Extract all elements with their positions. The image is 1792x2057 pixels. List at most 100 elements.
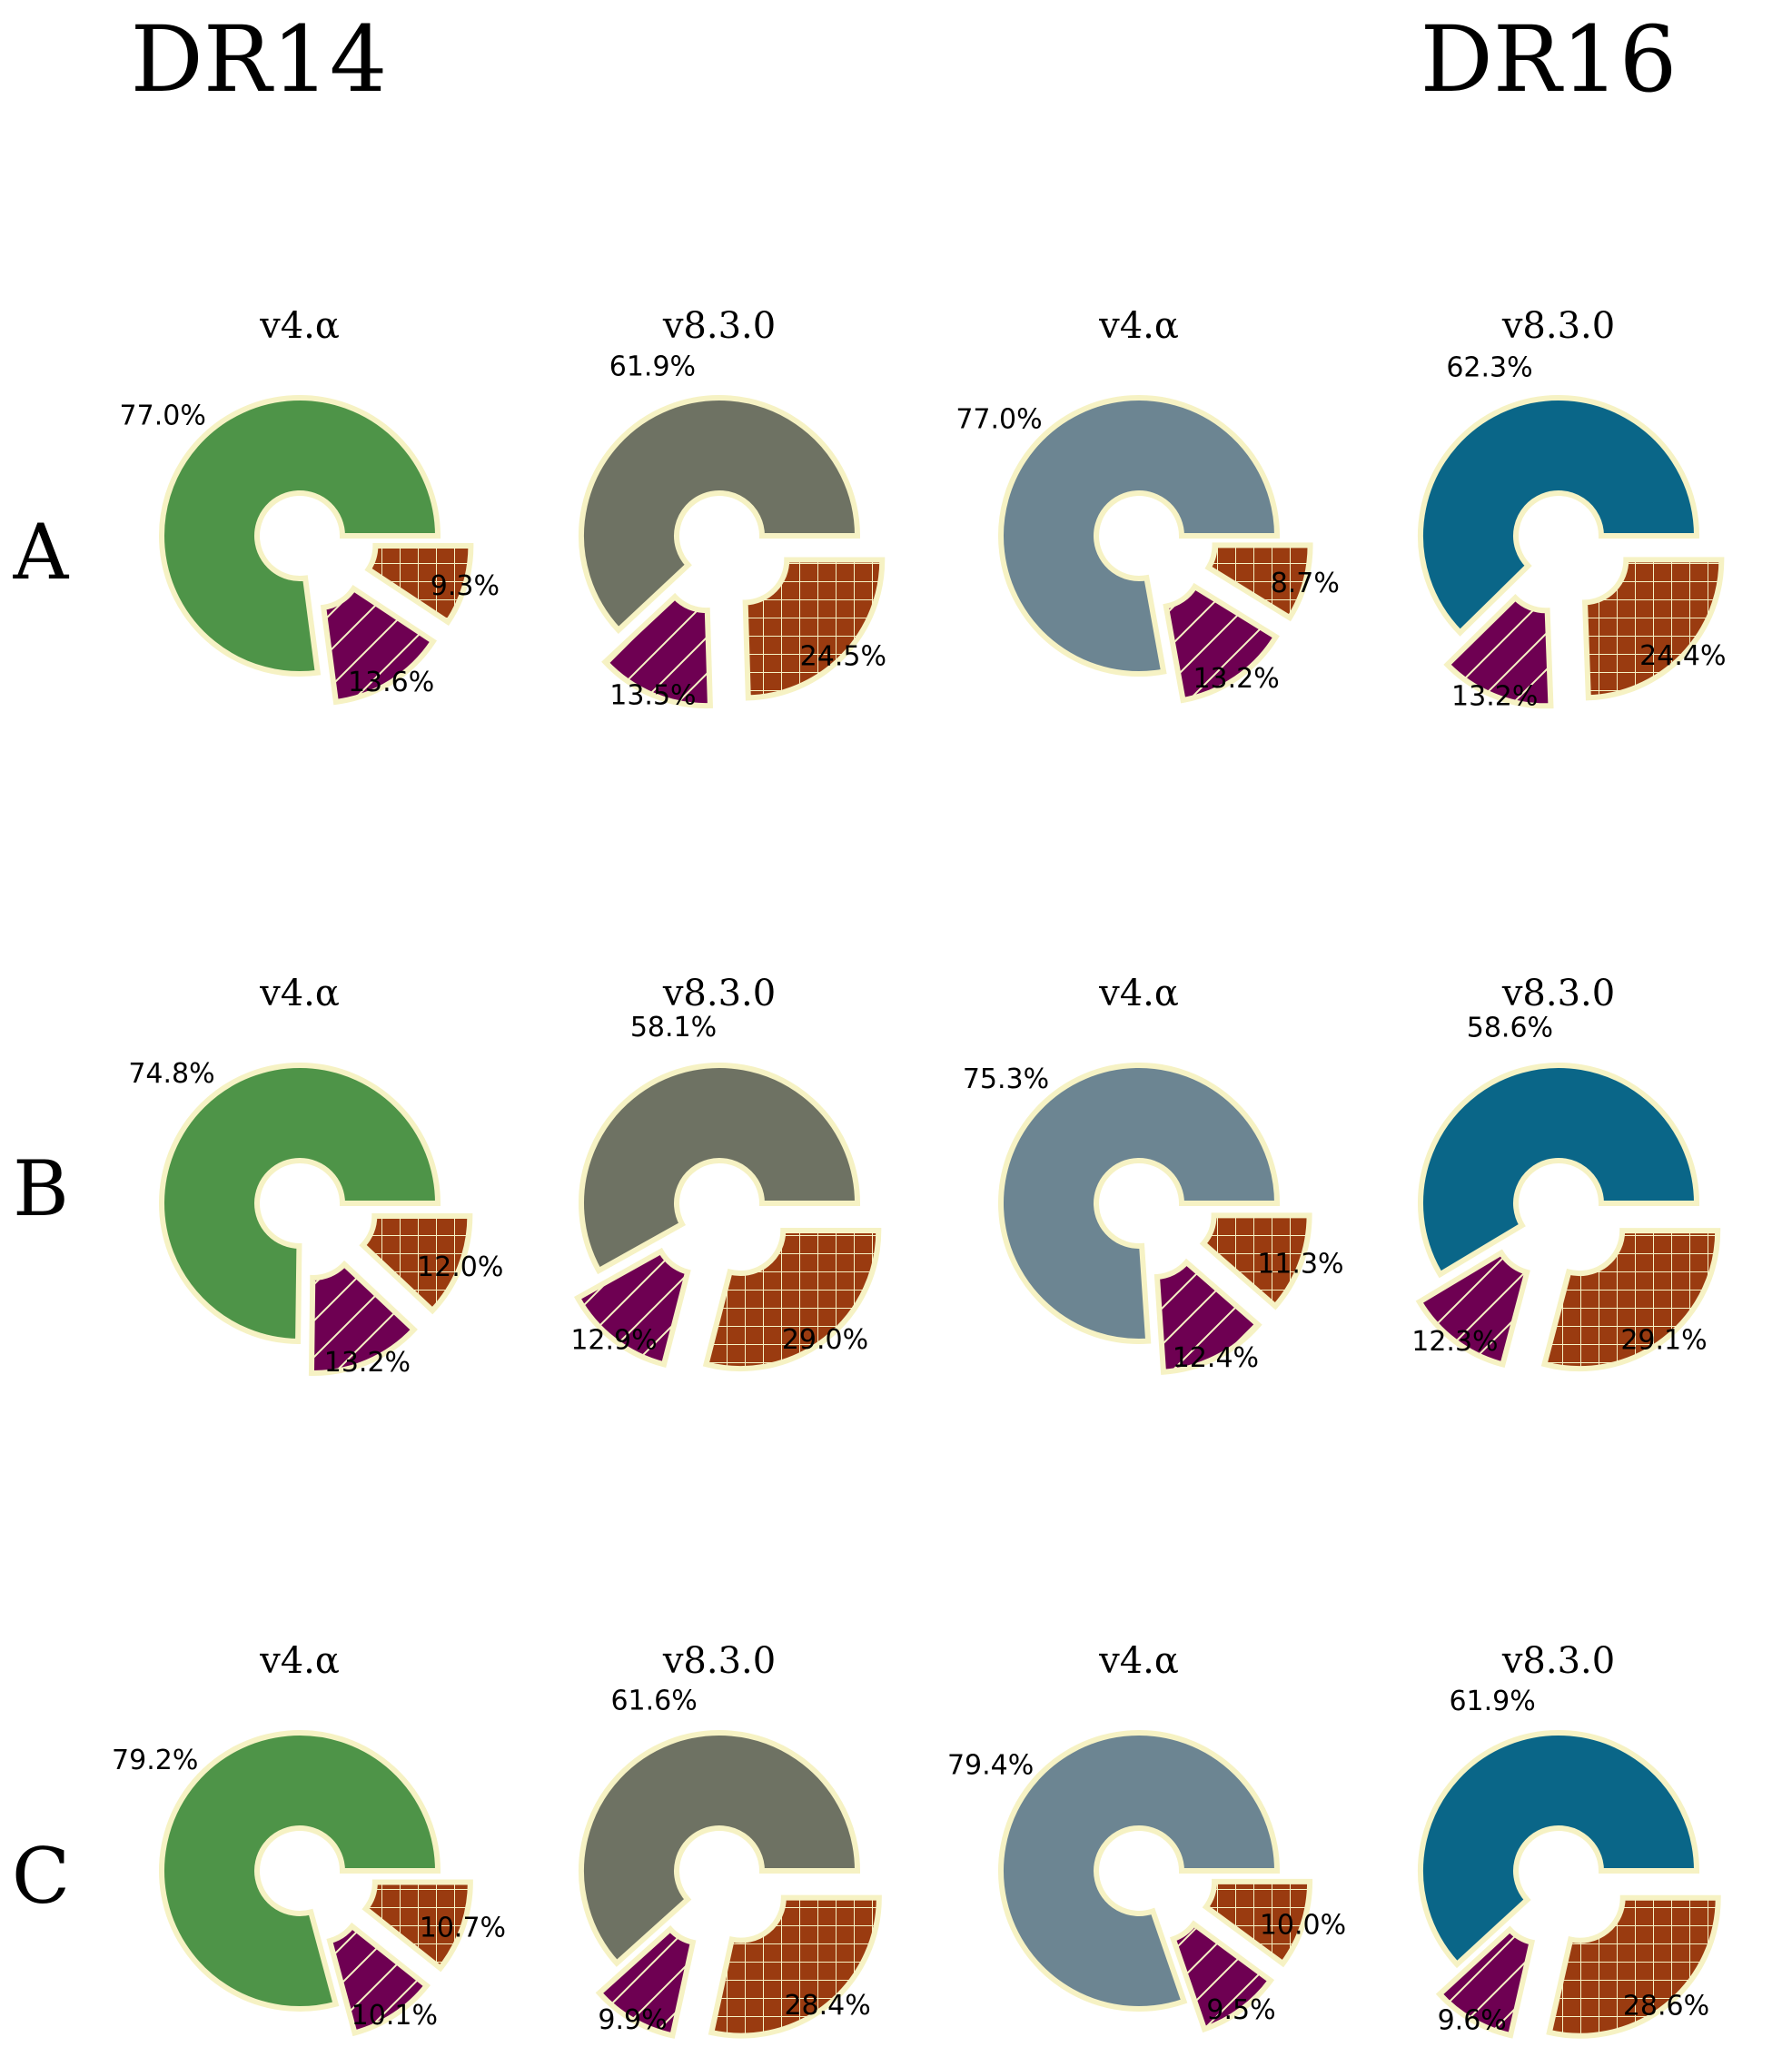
slice-percent-label: 29.0% (782, 1324, 868, 1356)
slice-percent-label: 75.3% (963, 1063, 1049, 1095)
pie-chart-a-dr14-v4-alpha: v4.α 77.0% 13.6% 9.3% (120, 305, 500, 706)
pie-chart-a-dr14-v8-3-0: v8.3.0 61.9% 13.5% 24.5% (579, 305, 886, 711)
slice-diagonal-hatch (573, 1247, 691, 1368)
slice-grid-hatch (1199, 1212, 1312, 1310)
column-title-dr14: DR14 (131, 6, 388, 113)
pie-chart-b-dr14-v8-3-0: v8.3.058.1% 12.9% 29.0% (570, 973, 882, 1371)
pie-chart-b-dr16-v4-alpha: v4.α 75.3% 12.4% 11.3% (963, 973, 1344, 1375)
slice-main (998, 1730, 1281, 2012)
slice-main (579, 1063, 861, 1275)
slice-diagonal-hatch (308, 1260, 418, 1376)
slice-grid-hatch (1540, 1228, 1721, 1372)
slice-percent-label: 74.8% (128, 1058, 214, 1090)
slice-diagonal-hatch (1153, 1258, 1262, 1375)
chart-title: v8.3.0 (1501, 973, 1615, 1014)
slice-grid-hatch (742, 557, 886, 701)
slice-diagonal-hatch (1163, 582, 1280, 704)
pie-chart-c-dr16-v4-alpha: v4.α 79.4% 9.5% 10.0% (947, 1640, 1346, 2033)
chart-title: v8.3.0 (662, 305, 776, 347)
slice-main (159, 1063, 441, 1345)
slice-grid-hatch (708, 1894, 882, 2039)
slice-percent-label: 28.4% (784, 1990, 870, 2022)
slice-main (159, 1730, 441, 2012)
slice-percent-label: 10.0% (1260, 1909, 1346, 1941)
chart-title: v4.α (259, 305, 340, 347)
slice-grid-hatch (359, 1212, 473, 1315)
slice-main (1418, 395, 1700, 637)
slice-percent-label: 24.5% (800, 640, 886, 672)
slice-percent-label: 61.6% (610, 1686, 697, 1717)
slice-percent-label: 58.1% (630, 1012, 717, 1043)
slice-percent-label: 12.3% (1411, 1326, 1498, 1358)
slice-percent-label: 13.5% (609, 679, 696, 711)
slice-main (998, 395, 1281, 677)
pie-chart-c-dr14-v4-alpha: v4.α 79.2% 10.1% 10.7% (112, 1640, 506, 2037)
slice-grid-hatch (1546, 1894, 1721, 2039)
slice-percent-label: 13.2% (1451, 681, 1538, 713)
slice-diagonal-hatch (326, 1922, 431, 2037)
pie-chart-c-dr14-v8-3-0: v8.3.0 61.6% 9.9% 28.4% (579, 1640, 882, 2039)
slice-percent-label: 10.1% (351, 2000, 438, 2032)
slice-percent-label: 79.4% (947, 1750, 1034, 1782)
slice-percent-label: 10.7% (420, 1913, 506, 1944)
slice-percent-label: 9.9% (598, 2004, 667, 2036)
pie-chart-b-dr16-v8-3-0: v8.3.058.6% 12.3% 29.1% (1411, 973, 1721, 1372)
slice-percent-label: 13.6% (348, 667, 434, 698)
slice-percent-label: 61.9% (609, 351, 696, 382)
slice-grid-hatch (364, 542, 474, 627)
slice-percent-label: 12.4% (1173, 1342, 1259, 1374)
slice-grid-hatch (1204, 542, 1313, 622)
chart-title: v8.3.0 (1501, 305, 1615, 347)
slice-percent-label: 13.2% (324, 1347, 411, 1379)
chart-title: v4.α (1098, 1640, 1179, 1682)
column-title-dr16: DR16 (1421, 6, 1678, 113)
slice-main (998, 1063, 1281, 1344)
slice-main (1418, 1730, 1700, 1969)
slice-main (579, 1730, 861, 1967)
chart-title: v8.3.0 (662, 1640, 776, 1682)
chart-title: v4.α (1098, 305, 1179, 347)
pie-chart-b-dr14-v4-alpha: v4.α 74.8% 13.2% 12.0% (128, 973, 503, 1379)
slice-percent-label: 24.4% (1639, 640, 1726, 672)
chart-title: v4.α (259, 1640, 340, 1682)
pie-chart-c-dr16-v8-3-0: v8.3.0 61.9% 9.6% 28.6% (1418, 1640, 1721, 2039)
slice-diagonal-hatch (1170, 1920, 1275, 2033)
slice-diagonal-hatch (1435, 1925, 1536, 2039)
row-label-c: C (12, 1832, 70, 1921)
slice-percent-label: 12.0% (417, 1251, 503, 1283)
chart-title: v4.α (259, 973, 340, 1014)
slice-percent-label: 29.1% (1620, 1325, 1707, 1357)
pie-chart-a-dr16-v4-alpha: v4.α 77.0% 13.2% 8.7% (955, 305, 1340, 704)
slice-percent-label: 77.0% (120, 401, 206, 432)
slice-grid-hatch (702, 1228, 882, 1371)
chart-title: v4.α (1098, 973, 1179, 1014)
slice-percent-label: 62.3% (1446, 351, 1532, 383)
slice-diagonal-hatch (320, 585, 438, 706)
slice-grid-hatch (1202, 1878, 1313, 1968)
chart-title: v8.3.0 (1501, 1640, 1615, 1682)
row-label-b: B (13, 1144, 69, 1233)
slice-percent-label: 28.6% (1623, 1991, 1709, 2022)
slice-percent-label: 79.2% (112, 1745, 198, 1776)
slice-grid-hatch (1581, 557, 1725, 701)
slice-percent-label: 9.3% (431, 570, 500, 602)
slice-percent-label: 8.7% (1271, 568, 1340, 599)
slice-main (1418, 1063, 1700, 1279)
slice-percent-label: 77.0% (955, 403, 1042, 435)
row-label-a: A (13, 508, 70, 597)
slice-percent-label: 9.6% (1438, 2004, 1507, 2036)
slice-percent-label: 12.9% (570, 1325, 657, 1357)
slice-diagonal-hatch (1415, 1249, 1530, 1369)
slice-percent-label: 58.6% (1467, 1013, 1553, 1044)
slice-diagonal-hatch (601, 592, 714, 709)
slice-diagonal-hatch (595, 1925, 697, 2039)
slice-percent-label: 9.5% (1206, 1994, 1275, 2026)
slice-main (159, 395, 441, 677)
slice-grid-hatch (361, 1879, 473, 1973)
pie-chart-a-dr16-v8-3-0: v8.3.0 62.3% 13.2% 24.4% (1418, 305, 1726, 713)
slice-percent-label: 11.3% (1257, 1249, 1343, 1281)
slice-percent-label: 61.9% (1449, 1686, 1535, 1717)
pie-panels: v4.α77.0%13.6%9.3%v8.3.061.9%13.5%24.5%v… (112, 305, 1726, 2039)
slice-diagonal-hatch (1443, 594, 1554, 709)
